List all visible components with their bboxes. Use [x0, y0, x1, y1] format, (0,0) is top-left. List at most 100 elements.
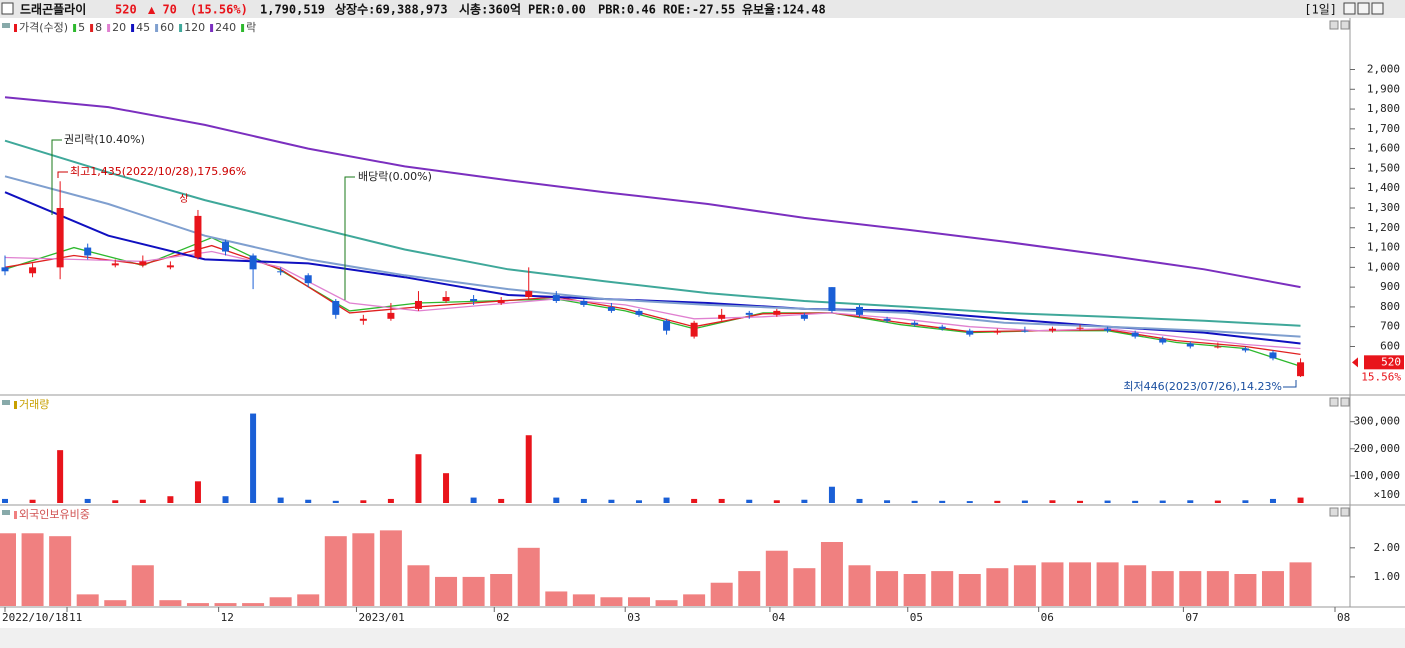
legend-label: 120	[184, 21, 205, 34]
x-tick-label: 03	[627, 611, 640, 624]
candle-body	[580, 300, 588, 305]
candle-body	[139, 261, 147, 266]
y-tick-label: 2.00	[1374, 541, 1401, 554]
legend-swatch	[73, 24, 77, 32]
panel-button[interactable]	[1329, 507, 1339, 517]
maximize-button[interactable]	[1357, 2, 1370, 15]
candle-body	[607, 306, 615, 311]
foreign-bar	[848, 565, 871, 606]
candle-body	[1159, 338, 1167, 343]
legend-swatch	[90, 24, 94, 32]
moving-average	[4, 96, 1301, 289]
candle-body	[470, 299, 478, 301]
candle-body	[938, 326, 946, 329]
panel-button[interactable]	[1329, 397, 1339, 407]
foreign-bar	[1041, 562, 1064, 606]
foreign-bar	[297, 594, 320, 606]
candle-body	[1214, 346, 1222, 348]
candle-body	[1048, 328, 1056, 331]
y-tick-label: 1,000	[1367, 260, 1400, 273]
checkbox[interactable]	[1, 2, 14, 15]
candle-body	[277, 271, 285, 273]
y-tick-label: 300,000	[1354, 415, 1400, 428]
foreign-bar	[1013, 565, 1036, 606]
price: 520	[115, 3, 137, 17]
reserve: 유보율:124.48	[742, 3, 826, 17]
volume-bar	[966, 501, 973, 503]
legend-swatch	[107, 24, 111, 32]
legend-label: 5	[78, 21, 85, 34]
y-tick-label: 200,000	[1354, 442, 1400, 455]
foreign-bar	[269, 597, 292, 606]
y-tick-label: 100,000	[1354, 469, 1400, 482]
foreign-bar	[214, 603, 237, 606]
volume-bar	[443, 473, 450, 503]
volume-bar	[222, 496, 229, 503]
x-tick-label: 12	[221, 611, 234, 624]
foreign-bar	[242, 603, 265, 606]
moving-average	[4, 175, 1301, 338]
volume-bar	[1269, 498, 1276, 503]
footer	[0, 628, 1405, 648]
foreign-bar	[352, 533, 375, 606]
candle-body	[414, 300, 422, 309]
annotation: 최저446(2023/07/26),14.23%	[1123, 380, 1282, 393]
volume-bar	[884, 500, 891, 503]
panel-button[interactable]	[1340, 507, 1350, 517]
volume-bar	[1159, 500, 1166, 503]
volume-bar	[470, 497, 477, 503]
minimize-button[interactable]	[1343, 2, 1356, 15]
annotation-arrow	[57, 171, 68, 178]
legend-swatch	[179, 24, 183, 32]
x-tick-label: 2022/10/18	[2, 611, 68, 624]
panel-button[interactable]	[1329, 20, 1339, 30]
volume-unit: ×100	[1374, 488, 1401, 501]
candle-body	[718, 314, 726, 319]
period[interactable]: [1일]	[1304, 3, 1337, 17]
candle-body	[1131, 332, 1139, 337]
close-button[interactable]	[1371, 2, 1384, 15]
panel-icon	[2, 23, 10, 28]
legend-label: 락	[246, 21, 256, 34]
price-tag-label: 520	[1381, 355, 1401, 368]
volume-bar	[29, 499, 36, 503]
candle-body	[525, 291, 533, 298]
volume-bar	[691, 498, 698, 503]
legend-label: 45	[136, 21, 150, 34]
x-tick-label: 02	[496, 611, 509, 624]
volume-bar	[498, 498, 505, 503]
volume-bar	[415, 454, 422, 503]
change: ▲ 70	[148, 3, 177, 17]
change-label: 15.56%	[1361, 370, 1401, 383]
foreign-bar	[958, 574, 981, 606]
volume-bar	[1132, 500, 1139, 503]
x-tick-label: 05	[910, 611, 923, 624]
foreign-bar	[1289, 562, 1312, 606]
volume-bar	[994, 500, 1001, 503]
x-tick-label: 2023/01	[358, 611, 404, 624]
legend-swatch	[14, 24, 17, 32]
volume-bar	[277, 497, 284, 503]
annotation: 배당락(0.00%)	[358, 170, 432, 183]
candle-body	[1297, 362, 1305, 377]
legend-swatch	[241, 24, 245, 32]
moving-average	[4, 191, 1301, 345]
legend-label: 20	[112, 21, 126, 34]
annotation: 최고1,435(2022/10/28),175.96%	[70, 165, 246, 178]
foreign-bar	[600, 597, 623, 606]
foreign-bar	[1096, 562, 1119, 606]
foreign-bar	[1179, 571, 1202, 606]
y-tick-label: 900	[1380, 280, 1400, 293]
x-tick-label: 07	[1185, 611, 1198, 624]
annotation-arrow	[1283, 380, 1297, 388]
x-tick-label: 08	[1337, 611, 1350, 624]
panel-button[interactable]	[1340, 397, 1350, 407]
candle-body	[993, 331, 1001, 333]
candle-body	[856, 306, 864, 315]
panel-button[interactable]	[1340, 20, 1350, 30]
y-tick-label: 1,400	[1367, 181, 1400, 194]
foreign-bar	[765, 550, 788, 606]
volume-bar	[305, 499, 312, 503]
panel-buttons	[1329, 20, 1350, 517]
